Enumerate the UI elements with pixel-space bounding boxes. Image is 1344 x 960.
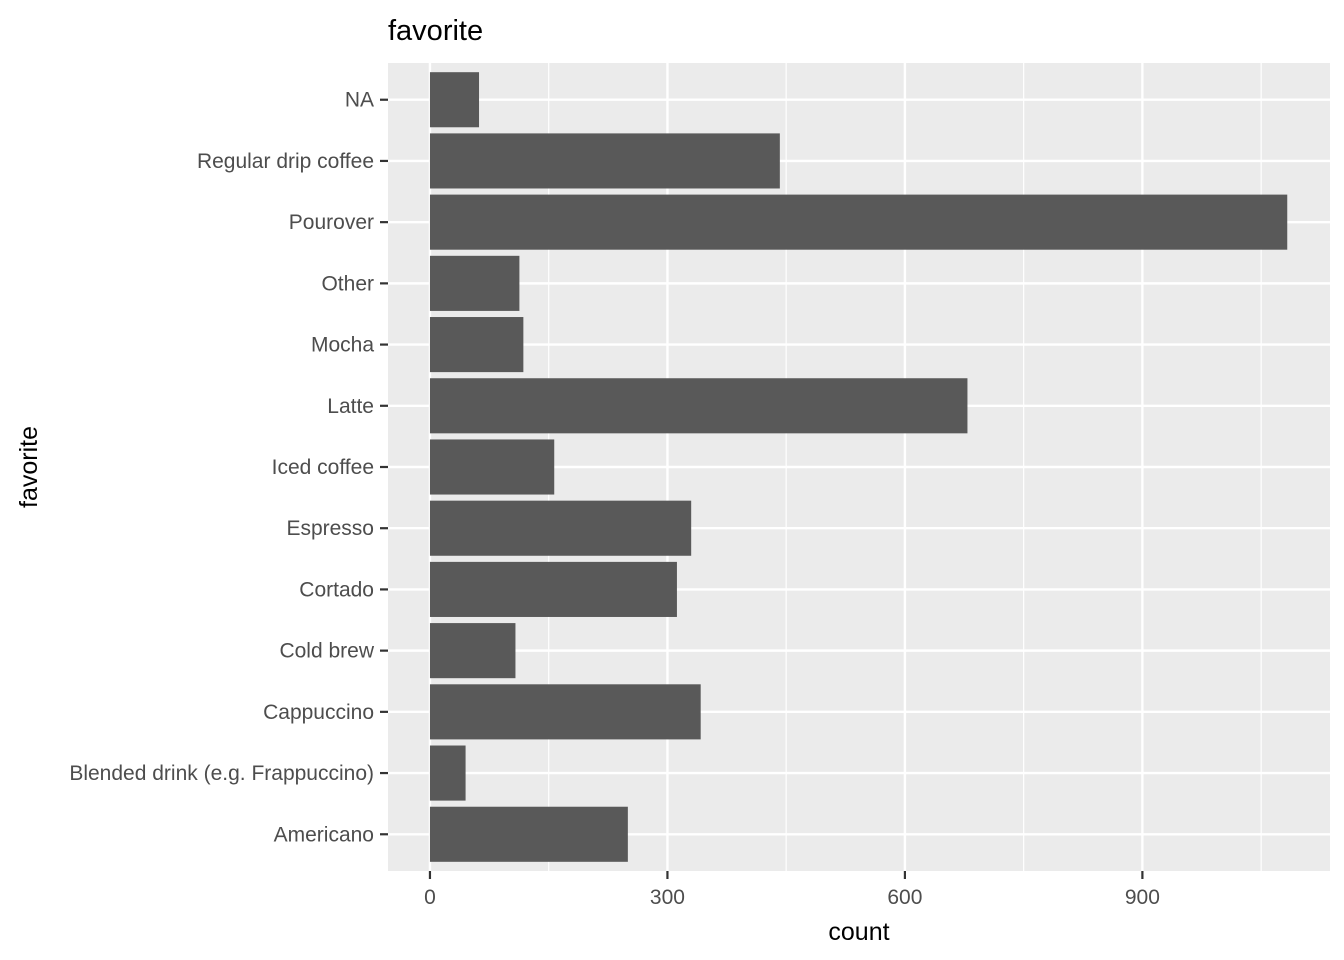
bar [429, 72, 480, 128]
x-tick-label: 900 [1125, 886, 1160, 909]
bar [429, 806, 628, 862]
x-tick-label: 0 [424, 886, 436, 909]
y-tick-label: Cold brew [279, 640, 374, 663]
y-tick-label: Pourover [289, 211, 374, 234]
y-tick-label: Espresso [286, 517, 374, 540]
y-axis: Americano Blended drink (e.g. Frappuccino… [69, 89, 388, 846]
bar [429, 439, 555, 495]
y-tick-label: Cappuccino [263, 701, 374, 724]
x-axis-title: count [828, 918, 889, 946]
bar [429, 623, 516, 679]
bar [429, 194, 1288, 250]
y-tick-label: Iced coffee [272, 456, 374, 479]
x-axis: 0 300 600 900 [424, 871, 1160, 909]
y-tick-label: Americano [274, 823, 374, 846]
y-tick-label: NA [345, 89, 374, 112]
bars [429, 72, 1288, 862]
bar [429, 133, 780, 189]
y-axis-title: favorite [15, 426, 43, 508]
bar [429, 255, 520, 311]
x-tick-label: 600 [887, 886, 922, 909]
y-tick-label: Cortado [299, 578, 374, 601]
y-tick-label: Blended drink (e.g. Frappuccino) [69, 762, 374, 785]
bar [429, 745, 466, 801]
y-tick-label: Regular drip coffee [197, 150, 374, 173]
bar [429, 684, 701, 740]
bar [429, 500, 692, 556]
y-tick-label: Mocha [311, 334, 374, 357]
chart-title: favorite [388, 15, 483, 47]
bar [429, 378, 968, 434]
y-tick-label: Other [321, 272, 374, 295]
bar [429, 561, 677, 617]
y-tick-label: Latte [327, 395, 374, 418]
x-tick-label: 300 [650, 886, 685, 909]
bar [429, 317, 524, 373]
